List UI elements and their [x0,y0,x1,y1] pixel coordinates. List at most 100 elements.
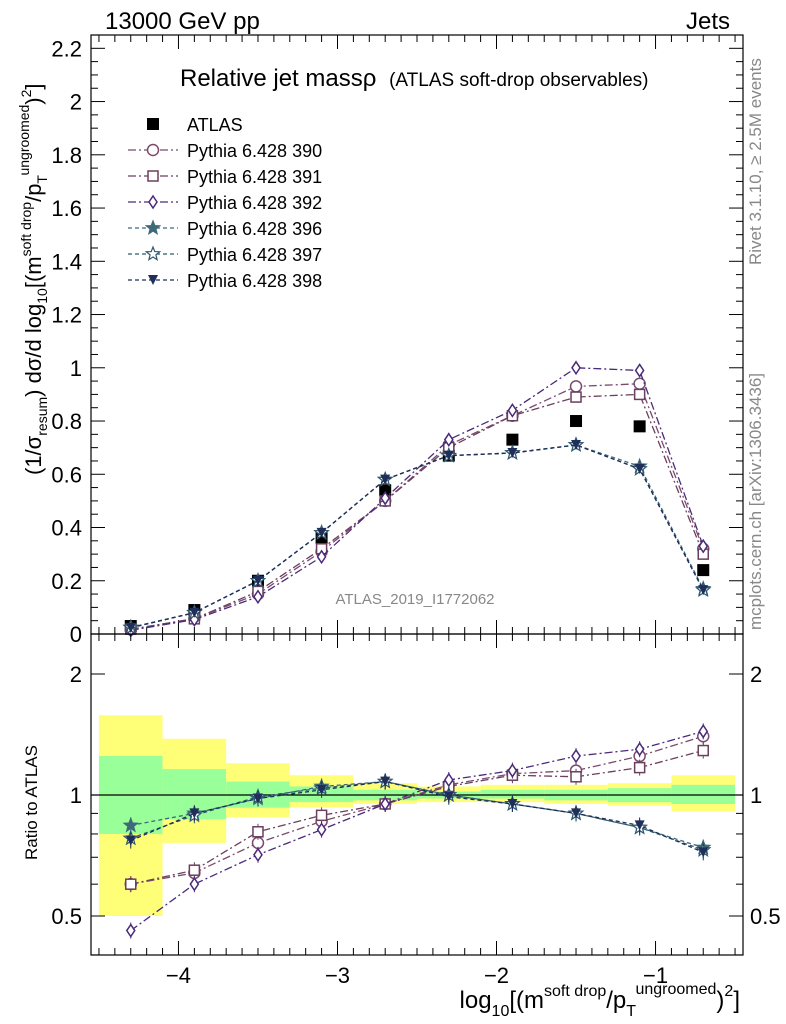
legend-label-p398: Pythia 6.428 398 [187,271,322,291]
ratio-point-p391 [697,744,709,757]
legend-label-p390: Pythia 6.428 390 [187,141,322,161]
y-tick-label-main: 0.4 [51,516,82,541]
ratio-point-p398 [380,776,391,787]
y-tick-label-main: 0 [70,622,82,647]
ratio-point-p391 [570,771,582,783]
plot-subtitle: (ATLAS soft-drop observables) [389,70,648,91]
series-line-p391 [130,393,704,630]
data-point-p398 [252,575,263,586]
legend: ATLAS Pythia 6.428 390 Pythia 6.428 391 Pyt… [128,115,322,291]
ylabel-part-d: /p [21,184,46,202]
legend-marker-p398 [148,275,158,285]
ratio-point-p398 [443,791,454,802]
x-tick-label: −2 [484,963,509,988]
y-tick-label-main: 1 [70,356,82,381]
y-tick-label-main: 1.8 [51,143,82,168]
ratio-point-p391 [315,809,328,822]
data-point-p392 [380,490,391,506]
ratio-series-p392 [125,723,709,939]
data-point-p392 [698,538,709,554]
ratio-point-p391 [125,878,137,890]
ratio-point-p398 [571,808,582,819]
ratio-point-p392 [443,772,454,788]
y-tick-label-ratio: 0.5 [51,904,82,929]
mcplots-label: mcplots.cern.ch [arXiv:1306.3436] [746,373,765,630]
data-point-p398 [443,450,454,461]
data-point-p391 [570,391,582,403]
legend-label-p396: Pythia 6.428 396 [187,219,322,239]
data-point-p398 [571,439,582,450]
ratio-point-p391 [252,826,264,838]
data-point-p392 [443,432,454,448]
plot-title-main: Relative jet massρ [180,65,376,92]
ratio-point-p391 [633,761,646,774]
data-point-p398 [698,585,709,596]
data-point-p398 [125,622,136,633]
data-point-p398 [189,607,200,618]
ylabel-part-a: (1/σ [21,435,46,475]
series-line-p392 [130,367,704,631]
y-tick-label-main: 1.4 [51,249,82,274]
data-point-atlas [633,420,646,433]
plot-title: Relative jet massρ (ATLAS soft-drop obse… [180,65,649,92]
xlabel-part-d: ) [716,987,724,1014]
rivet-version-label: Rivet 3.1.10, ≥ 2.5M events [746,58,765,265]
ratio-band-inner [671,784,736,804]
data-point-p392 [316,549,327,565]
legend-label-p391: Pythia 6.428 391 [187,167,322,187]
ratio-point-p396 [122,816,139,833]
xlabel-sup-d: 2 [724,983,733,1000]
ylabel-sub-b: 10 [34,288,50,304]
legend-marker-p390 [146,143,160,157]
ratio-line-p398 [130,780,704,853]
xlabel-part-c: /p [606,987,626,1014]
y-tick-label-ratio: 2 [70,662,82,687]
ratio-band-inner [480,789,545,799]
y-tick-label-main: 2 [70,90,82,115]
data-point-atlas [697,564,710,577]
data-point-p391 [633,388,646,401]
data-point-p392 [634,363,645,378]
data-point-p390 [633,377,646,391]
data-point-atlas [379,484,392,497]
ratio-line-p396 [130,780,704,849]
ylabel-sup-d: ungroomed [16,105,32,176]
legend-label-atlas: ATLAS [187,115,243,135]
ratio-point-p392 [125,923,136,938]
ratio-line-p392 [130,730,704,932]
data-point-p398 [634,463,645,474]
data-point-p392 [571,360,581,376]
y-tick-label-ratio-right: 0.5 [750,904,781,929]
ratio-point-p392 [316,822,327,837]
legend-marker-p391 [147,170,159,182]
ratio-point-p398 [252,793,263,804]
ylabel-sub-a: resum [34,397,50,436]
y-tick-label-main: 2.2 [51,36,82,61]
series-p398 [125,439,709,633]
ratio-point-p392 [189,876,200,892]
ratio-point-p398 [507,798,518,809]
ratio-panel: −4 −3 −2 −1 0.5 0.5 1 1 2 2 [51,633,781,988]
ratio-line-p390 [130,735,704,885]
data-point-p398 [507,447,518,458]
legend-marker-p396 [144,219,162,236]
ratio-point-p398 [634,820,645,831]
y-tick-label-ratio: 1 [70,783,82,808]
x-tick-label: −1 [643,963,668,988]
xlabel-part-e: ] [733,987,740,1014]
y-tick-label-main: 0.2 [51,569,82,594]
legend-label-p392: Pythia 6.428 392 [187,193,322,213]
ylabel-sup-c: soft drop [18,202,34,257]
ratio-point-p392 [698,723,709,739]
y-tick-label-ratio-right: 1 [750,783,762,808]
data-point-p392 [507,403,518,418]
x-axis-label: log10[(msoft drop/pTungroomed)2] [460,981,740,1020]
y-tick-label-main: 0.8 [51,409,82,434]
y-tick-label-main: 1.2 [51,303,82,328]
data-point-p392 [253,589,263,605]
xlabel-sup-c: ungroomed [635,981,716,998]
legend-marker-p397 [144,245,162,262]
ylabel-part-e: ) [21,97,46,104]
legend-marker-p392 [148,194,158,210]
